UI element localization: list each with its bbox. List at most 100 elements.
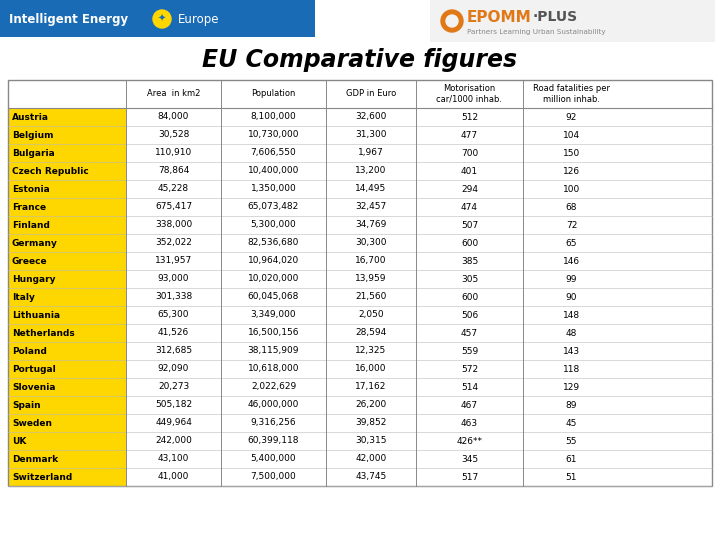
Text: 467: 467: [461, 401, 478, 409]
Text: 32,600: 32,600: [355, 112, 387, 122]
Bar: [126, 234, 712, 252]
Text: 65: 65: [566, 239, 577, 247]
Bar: [126, 432, 712, 450]
Circle shape: [153, 10, 171, 28]
Bar: [8, 324, 126, 342]
Text: 34,769: 34,769: [355, 220, 387, 230]
Text: Poland: Poland: [12, 347, 47, 355]
Text: 110,910: 110,910: [155, 148, 192, 158]
Text: 10,730,000: 10,730,000: [248, 131, 300, 139]
Text: 1,350,000: 1,350,000: [251, 185, 297, 193]
Text: 41,526: 41,526: [158, 328, 189, 338]
Text: 129: 129: [563, 382, 580, 392]
Text: Sweden: Sweden: [12, 418, 52, 428]
Text: 20,273: 20,273: [158, 382, 189, 392]
Text: 150: 150: [563, 148, 580, 158]
Bar: [8, 342, 126, 360]
Text: Estonia: Estonia: [12, 185, 50, 193]
Bar: [8, 108, 126, 126]
Text: 100: 100: [563, 185, 580, 193]
Text: 31,300: 31,300: [355, 131, 387, 139]
Text: 512: 512: [461, 112, 478, 122]
Text: 45: 45: [566, 418, 577, 428]
Text: 5,400,000: 5,400,000: [251, 455, 297, 463]
Bar: [8, 450, 126, 468]
Bar: [8, 216, 126, 234]
Text: Spain: Spain: [12, 401, 40, 409]
Text: 10,400,000: 10,400,000: [248, 166, 300, 176]
Text: 126: 126: [563, 166, 580, 176]
Text: Germany: Germany: [12, 239, 58, 247]
Bar: [126, 198, 712, 216]
Text: 401: 401: [461, 166, 478, 176]
Text: Hungary: Hungary: [12, 274, 55, 284]
Text: 13,200: 13,200: [355, 166, 387, 176]
Text: 45,228: 45,228: [158, 185, 189, 193]
Text: GDP in Euro: GDP in Euro: [346, 90, 396, 98]
Bar: [126, 324, 712, 342]
Text: 39,852: 39,852: [355, 418, 387, 428]
Text: 92,090: 92,090: [158, 364, 189, 374]
Text: 675,417: 675,417: [155, 202, 192, 212]
Text: 13,959: 13,959: [355, 274, 387, 284]
Text: 118: 118: [563, 364, 580, 374]
Text: 143: 143: [563, 347, 580, 355]
Text: 345: 345: [461, 455, 478, 463]
Bar: [8, 378, 126, 396]
Text: France: France: [12, 202, 46, 212]
Text: 55: 55: [566, 436, 577, 446]
Text: 41,000: 41,000: [158, 472, 189, 482]
Text: 65,073,482: 65,073,482: [248, 202, 299, 212]
Text: 457: 457: [461, 328, 478, 338]
Bar: [126, 108, 712, 126]
Text: 352,022: 352,022: [155, 239, 192, 247]
Bar: [8, 80, 712, 486]
Text: 30,315: 30,315: [355, 436, 387, 446]
Bar: [126, 378, 712, 396]
Text: Europe: Europe: [178, 12, 220, 25]
Text: 507: 507: [461, 220, 478, 230]
Text: 72: 72: [566, 220, 577, 230]
Text: 30,528: 30,528: [158, 131, 189, 139]
Text: EPOMM: EPOMM: [467, 10, 532, 24]
Text: Finland: Finland: [12, 220, 50, 230]
Text: 65,300: 65,300: [158, 310, 189, 320]
Text: 78,864: 78,864: [158, 166, 189, 176]
Text: 338,000: 338,000: [155, 220, 192, 230]
Bar: [430, 0, 715, 42]
Text: 9,316,256: 9,316,256: [251, 418, 297, 428]
Text: 1,967: 1,967: [358, 148, 384, 158]
Text: 700: 700: [461, 148, 478, 158]
Bar: [126, 342, 712, 360]
Text: 16,700: 16,700: [355, 256, 387, 266]
Text: 60,045,068: 60,045,068: [248, 293, 300, 301]
Text: 30,300: 30,300: [355, 239, 387, 247]
Bar: [126, 252, 712, 270]
Text: 92: 92: [566, 112, 577, 122]
Text: Partners Learning Urban Sustainability: Partners Learning Urban Sustainability: [467, 29, 606, 35]
Text: 17,162: 17,162: [355, 382, 387, 392]
Text: Switzerland: Switzerland: [12, 472, 72, 482]
Text: 89: 89: [566, 401, 577, 409]
Text: 10,964,020: 10,964,020: [248, 256, 299, 266]
Text: 8,100,000: 8,100,000: [251, 112, 297, 122]
Text: Italy: Italy: [12, 293, 35, 301]
Text: 60,399,118: 60,399,118: [248, 436, 300, 446]
Circle shape: [441, 10, 463, 32]
Text: 514: 514: [461, 382, 478, 392]
Text: 12,325: 12,325: [356, 347, 387, 355]
Bar: [126, 468, 712, 486]
Text: 131,957: 131,957: [155, 256, 192, 266]
Text: Road fatalities per
million inhab.: Road fatalities per million inhab.: [533, 84, 610, 104]
Text: 517: 517: [461, 472, 478, 482]
Text: 104: 104: [563, 131, 580, 139]
Text: EU Comparative figures: EU Comparative figures: [202, 48, 518, 72]
Text: 42,000: 42,000: [356, 455, 387, 463]
Text: 3,349,000: 3,349,000: [251, 310, 297, 320]
Text: Portugal: Portugal: [12, 364, 55, 374]
Text: Bulgaria: Bulgaria: [12, 148, 55, 158]
Text: UK: UK: [12, 436, 27, 446]
Bar: [126, 288, 712, 306]
Text: ·PLUS: ·PLUS: [533, 10, 578, 24]
Text: 506: 506: [461, 310, 478, 320]
